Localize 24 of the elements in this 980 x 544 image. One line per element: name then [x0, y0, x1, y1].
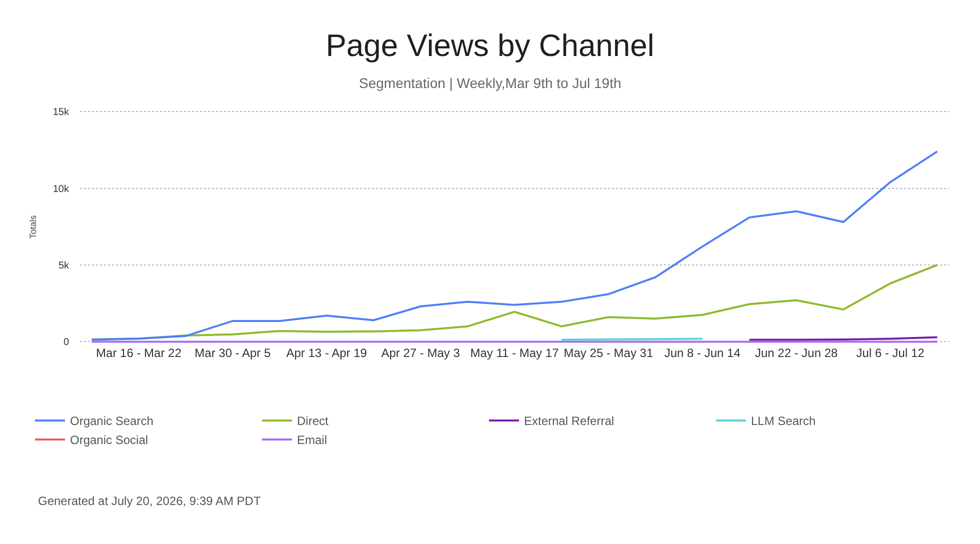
x-tick-label: Apr 13 - Apr 19 — [286, 346, 368, 360]
x-tick-label: Jun 8 - Jun 14 — [664, 346, 741, 360]
chart-title: Page Views by Channel — [326, 28, 654, 63]
chart-subtitle: Segmentation | Weekly,Mar 9th to Jul 19th — [359, 75, 622, 91]
legend-label: Email — [297, 433, 328, 448]
text: Generated at July 20, 2026, 9:39 AM PDT — [38, 494, 262, 508]
x-tick-label: Apr 27 - May 3 — [381, 346, 460, 360]
legend-label: Organic Social — [70, 433, 148, 448]
x-tick-label: Mar 30 - Apr 5 — [194, 346, 271, 360]
y-tick-label: 0 — [63, 337, 70, 348]
y-tick-label: 15k — [52, 107, 70, 118]
x-tick-label: Jun 22 - Jun 28 — [754, 346, 838, 360]
x-tick-label: May 11 - May 17 — [470, 346, 560, 360]
y-tick-label: 10k — [52, 184, 70, 195]
legend-label: LLM Search — [751, 414, 816, 428]
y-axis-title: Totals — [28, 214, 38, 239]
x-tick-label: Jul 6 - Jul 12 — [856, 346, 925, 360]
legend-label: External Referral — [524, 414, 614, 428]
legend-label: Direct — [297, 414, 329, 428]
x-tick-label: May 25 - May 31 — [564, 346, 654, 360]
legend-label: Organic Search — [70, 414, 154, 428]
y-tick-label: 5k — [58, 260, 70, 272]
x-tick-label: Mar 16 - Mar 22 — [96, 346, 182, 360]
line-series — [90, 150, 938, 341]
